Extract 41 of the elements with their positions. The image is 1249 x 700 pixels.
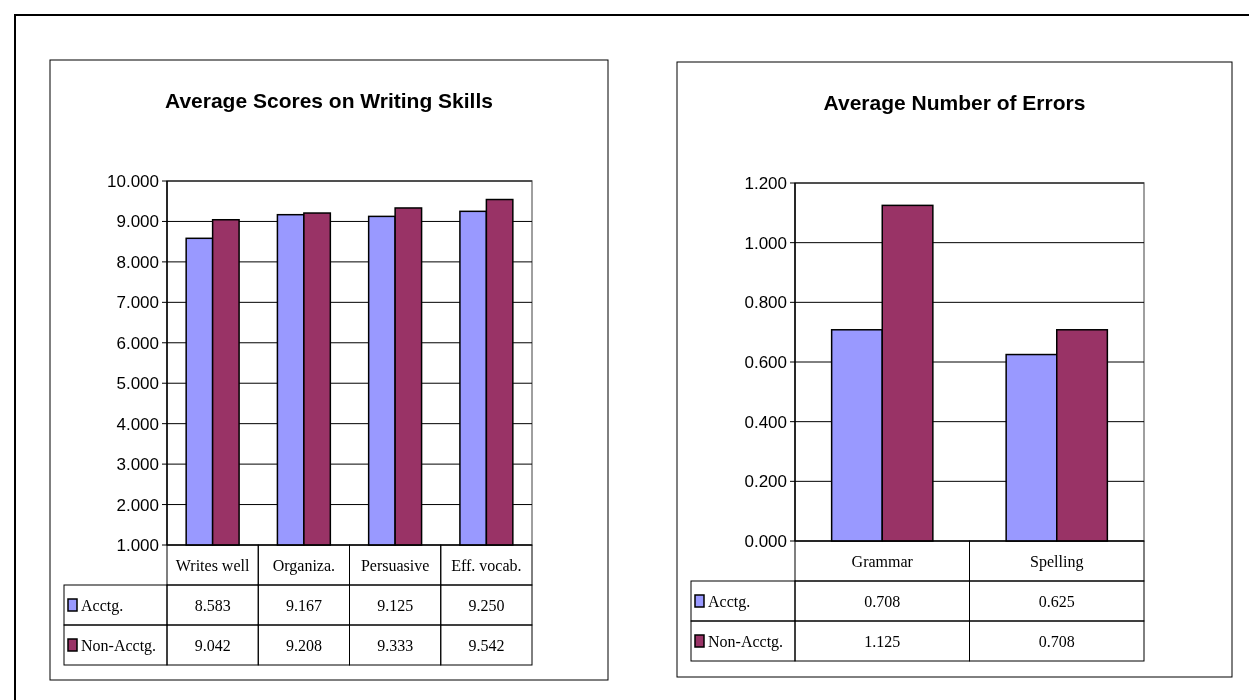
y-tick-label: 9.000 — [116, 212, 159, 232]
x-tick-label: Grammar — [851, 552, 914, 570]
x-tick-label: Spelling — [1030, 552, 1084, 571]
data-label: 9.333 — [377, 636, 414, 654]
y-tick-label: 5.000 — [116, 374, 159, 394]
y-tick-label: 8.000 — [116, 252, 159, 272]
legend-label: Acctg. — [81, 596, 124, 615]
x-tick-label: Eff. vocab. — [451, 556, 522, 574]
x-tick-label: Organiza. — [272, 556, 336, 575]
data-label: 0.708 — [1038, 632, 1075, 650]
y-tick-label: 0.800 — [744, 293, 787, 313]
y-tick-label: 1.000 — [116, 535, 159, 555]
legend-label: Non-Acctg. — [81, 636, 157, 655]
y-tick-label: 6.000 — [116, 333, 159, 353]
data-label: 9.042 — [194, 636, 231, 654]
x-tick-label: Persuasive — [360, 556, 430, 574]
chart-title: Average Number of Errors — [823, 91, 1086, 114]
legend-label: Non-Acctg. — [708, 632, 784, 651]
data-label: 9.250 — [468, 596, 505, 614]
x-tick-label: Writes well — [175, 556, 250, 574]
data-label: 8.583 — [194, 596, 231, 614]
y-tick-label: 1.000 — [744, 233, 787, 253]
y-tick-label: 10.000 — [107, 171, 159, 191]
chart-title: Average Scores on Writing Skills — [165, 89, 493, 112]
legend-label: Acctg. — [708, 592, 751, 611]
data-label: 0.708 — [864, 592, 901, 610]
y-tick-label: 0.600 — [744, 352, 787, 372]
data-label: 1.125 — [864, 632, 901, 650]
y-tick-label: 3.000 — [116, 455, 159, 475]
y-tick-label: 0.200 — [744, 472, 787, 492]
data-label: 0.625 — [1038, 592, 1075, 610]
y-tick-label: 2.000 — [116, 495, 159, 515]
data-label: 9.208 — [285, 636, 322, 654]
data-label: 9.542 — [468, 636, 505, 654]
y-tick-label: 4.000 — [116, 414, 159, 434]
data-label: 9.167 — [285, 596, 322, 614]
y-tick-label: 0.400 — [744, 412, 787, 432]
y-tick-label: 0.000 — [744, 531, 787, 551]
data-label: 9.125 — [377, 596, 414, 614]
y-tick-label: 1.200 — [744, 173, 787, 193]
y-tick-label: 7.000 — [116, 293, 159, 313]
